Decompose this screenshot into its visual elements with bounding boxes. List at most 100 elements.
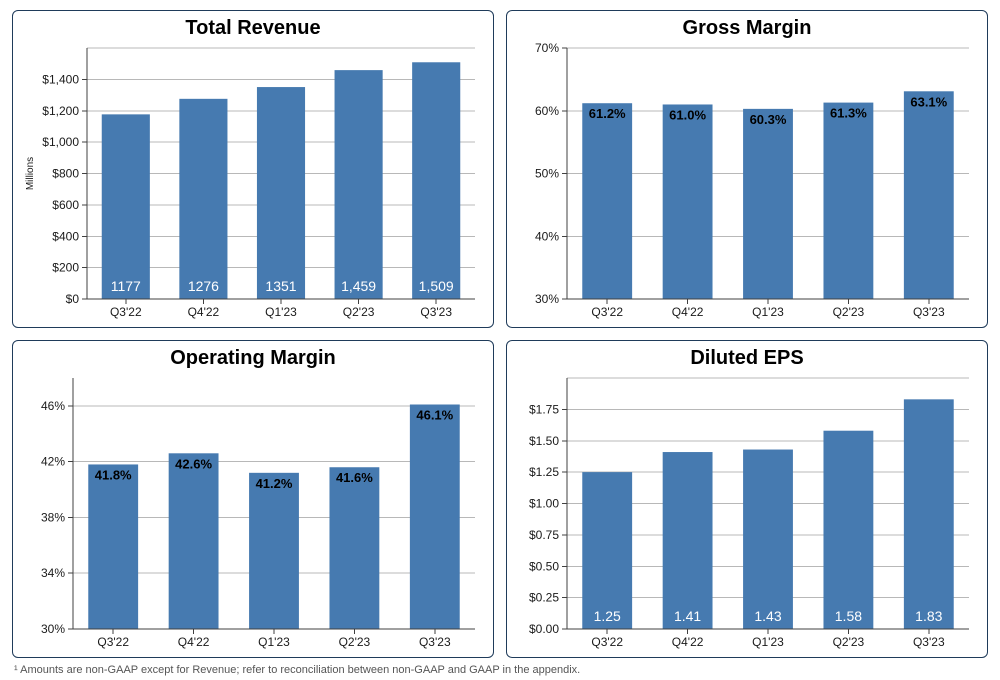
bar bbox=[169, 453, 219, 629]
svg-text:$1,200: $1,200 bbox=[42, 104, 79, 118]
svg-text:50%: 50% bbox=[535, 167, 559, 181]
category-label: Q3'22 bbox=[591, 305, 623, 319]
bar-value-label: 1.43 bbox=[754, 608, 781, 624]
svg-text:42%: 42% bbox=[41, 455, 65, 469]
svg-text:60%: 60% bbox=[535, 104, 559, 118]
chart-area: 30% 40% 50% 60% 70% 61.2% Q3'22 61.0% Q4'22 60.3%… bbox=[517, 42, 977, 323]
bar-chart-revenue: $0$200$400$600$800$1,000$1,200$1,4001177… bbox=[23, 42, 483, 323]
svg-text:38%: 38% bbox=[41, 510, 65, 524]
bar-value-label: 46.1% bbox=[416, 407, 453, 422]
svg-text:$800: $800 bbox=[52, 167, 79, 181]
bar-value-label: 1.83 bbox=[915, 608, 942, 624]
svg-text:$1,400: $1,400 bbox=[42, 72, 79, 86]
category-label: Q3'22 bbox=[591, 635, 623, 649]
category-label: Q1'23 bbox=[752, 305, 784, 319]
svg-text:$200: $200 bbox=[52, 261, 79, 275]
bar bbox=[410, 404, 460, 629]
bar-value-label: 1.25 bbox=[594, 608, 621, 624]
bar-chart-operating-margin: 30%34%38%42%46%41.8%Q3'2242.6%Q4'2241.2%… bbox=[23, 372, 483, 653]
page: Total Revenue $0$200$400$600$800$1,000$1… bbox=[0, 0, 1000, 680]
bar-value-label: 60.3% bbox=[750, 112, 787, 127]
svg-text:$1.50: $1.50 bbox=[529, 434, 559, 448]
bar bbox=[823, 103, 873, 299]
bar-value-label: 1.58 bbox=[835, 608, 862, 624]
svg-text:$0.25: $0.25 bbox=[529, 591, 559, 605]
category-label: Q3'22 bbox=[110, 305, 142, 319]
svg-text:34%: 34% bbox=[41, 566, 65, 580]
bar-value-label: 61.2% bbox=[589, 106, 626, 121]
svg-text:$1.75: $1.75 bbox=[529, 402, 559, 416]
svg-text:46%: 46% bbox=[41, 399, 65, 413]
chart-area: 30%34%38%42%46%41.8%Q3'2242.6%Q4'2241.2%… bbox=[23, 372, 483, 653]
category-label: Q3'23 bbox=[913, 305, 945, 319]
svg-text:$0: $0 bbox=[66, 292, 80, 306]
bar bbox=[257, 87, 305, 299]
category-label: Q1'23 bbox=[752, 635, 784, 649]
bar-value-label: 1.41 bbox=[674, 608, 701, 624]
category-label: Q1'23 bbox=[258, 635, 290, 649]
category-label: Q3'22 bbox=[97, 635, 129, 649]
bar-value-label: 41.2% bbox=[256, 476, 293, 491]
bar bbox=[582, 103, 632, 299]
bar-chart-gross-margin: 30% 40% 50% 60% 70% 61.2% Q3'22 61.0% Q4'22 60.3%… bbox=[517, 42, 977, 323]
bar bbox=[823, 431, 873, 629]
svg-text:$1.00: $1.00 bbox=[529, 497, 559, 511]
svg-text:70%: 70% bbox=[535, 42, 559, 55]
bar-value-label: 63.1% bbox=[910, 94, 947, 109]
panel-total-revenue: Total Revenue $0$200$400$600$800$1,000$1… bbox=[12, 10, 494, 328]
category-label: Q4'22 bbox=[672, 635, 704, 649]
bar bbox=[904, 91, 954, 299]
bar bbox=[904, 399, 954, 629]
category-label: Q3'23 bbox=[419, 635, 451, 649]
svg-text:30%: 30% bbox=[41, 622, 65, 636]
bar bbox=[743, 109, 793, 299]
panel-gross-margin: Gross Margin 30%40%50%60%70%61.2%Q3'2261… bbox=[506, 10, 988, 328]
svg-text:$400: $400 bbox=[52, 229, 79, 243]
category-label: Q3'23 bbox=[913, 635, 945, 649]
chart-area: $0$200$400$600$800$1,000$1,200$1,4001177… bbox=[23, 42, 483, 323]
bar bbox=[329, 467, 379, 629]
bar bbox=[88, 464, 138, 629]
bar bbox=[412, 62, 460, 299]
bar bbox=[249, 473, 299, 629]
panel-diluted-eps: Diluted EPS $0.00$0.25$0.50$0.75$1.00$1.… bbox=[506, 340, 988, 658]
category-label: Q4'22 bbox=[672, 305, 704, 319]
chart-area: $0.00$0.25$0.50$0.75$1.00$1.25$1.50$1.75… bbox=[517, 372, 977, 653]
category-label: Q2'23 bbox=[833, 305, 865, 319]
bar bbox=[582, 472, 632, 629]
svg-text:$0.75: $0.75 bbox=[529, 528, 559, 542]
y-axis-title: Millions bbox=[25, 157, 36, 190]
bar bbox=[179, 99, 227, 299]
category-label: Q2'23 bbox=[343, 305, 375, 319]
category-label: Q1'23 bbox=[265, 305, 297, 319]
bar-value-label: 1351 bbox=[265, 278, 296, 294]
chart-grid: Total Revenue $0$200$400$600$800$1,000$1… bbox=[12, 10, 988, 658]
category-label: Q4'22 bbox=[188, 305, 220, 319]
chart-title: Operating Margin bbox=[170, 347, 336, 370]
category-label: Q2'23 bbox=[833, 635, 865, 649]
bar-value-label: 41.6% bbox=[336, 470, 373, 485]
bar-value-label: 1276 bbox=[188, 278, 219, 294]
bar bbox=[663, 452, 713, 629]
svg-text:$1.25: $1.25 bbox=[529, 465, 559, 479]
bar-value-label: 41.8% bbox=[95, 467, 132, 482]
bar-value-label: 1,459 bbox=[341, 278, 376, 294]
bar-value-label: 1177 bbox=[111, 278, 141, 294]
chart-title: Total Revenue bbox=[185, 17, 320, 40]
category-label: Q2'23 bbox=[339, 635, 371, 649]
category-label: Q4'22 bbox=[178, 635, 210, 649]
bar-value-label: 61.3% bbox=[830, 106, 867, 121]
svg-text:$0.50: $0.50 bbox=[529, 559, 559, 573]
chart-title: Diluted EPS bbox=[690, 347, 803, 370]
svg-text:$600: $600 bbox=[52, 198, 79, 212]
bar bbox=[663, 104, 713, 299]
bar-value-label: 61.0% bbox=[669, 107, 706, 122]
panel-operating-margin: Operating Margin 30% 34% 38% 42% 46% 41.8% Q3'… bbox=[12, 340, 494, 658]
category-label: Q3'23 bbox=[420, 305, 452, 319]
bar-value-label: 1,509 bbox=[419, 278, 454, 294]
bar-chart-diluted-eps: $0.00$0.25$0.50$0.75$1.00$1.25$1.50$1.75… bbox=[517, 372, 977, 653]
svg-text:30%: 30% bbox=[535, 292, 559, 306]
svg-text:40%: 40% bbox=[535, 229, 559, 243]
bar bbox=[102, 114, 150, 299]
bar bbox=[335, 70, 383, 299]
